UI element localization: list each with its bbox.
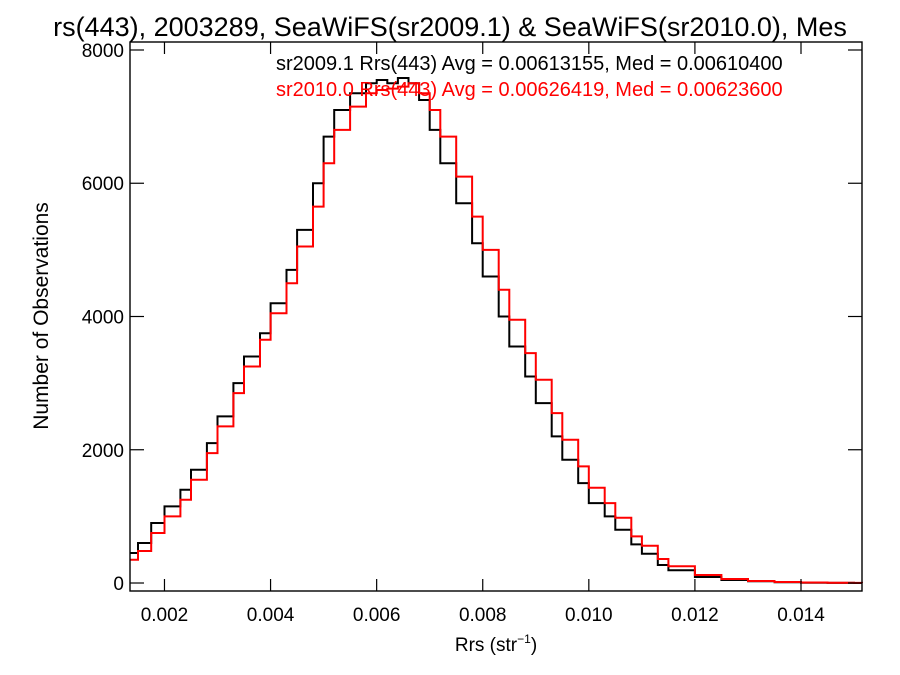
x-tick-label: 0.008 — [459, 605, 507, 626]
x-axis-label-main: Rrs (str — [455, 635, 518, 656]
plot-frame — [129, 41, 863, 592]
y-tick-label: 4000 — [82, 308, 124, 329]
x-tick-label: 0.012 — [671, 605, 719, 626]
y-tick-label: 0 — [113, 574, 124, 595]
legend-entry-1: sr2009.1 Rrs(443) Avg = 0.00613155, Med … — [276, 53, 783, 75]
x-tick-label: 0.010 — [565, 605, 613, 626]
y-tick-label: 8000 — [82, 41, 124, 62]
axis-ticks: 0.002 0.004 0.006 0.008 0.010 0.012 0.014 0 2000… — [82, 41, 862, 626]
x-tick-label: 0.006 — [353, 605, 401, 626]
legend-entry-2: sr2010.0 Rrs(443) Avg = 0.00626419, Med … — [276, 79, 783, 101]
x-tick-label: 0.002 — [141, 605, 189, 626]
legend: sr2009.1 Rrs(443) Avg = 0.00613155, Med … — [276, 53, 783, 101]
y-tick-label: 6000 — [82, 174, 124, 195]
chart-title: rs(443), 2003289, SeaWiFS(sr2009.1) & Se… — [53, 12, 847, 42]
y-axis-label: Number of Observations — [30, 202, 53, 430]
series-line-1 — [130, 77, 862, 584]
x-axis-label-superscript: −1 — [517, 632, 531, 646]
x-tick-label: 0.014 — [777, 605, 825, 626]
x-axis-label-close: ) — [531, 635, 537, 656]
y-tick-label: 2000 — [82, 441, 124, 462]
x-tick-label: 0.004 — [247, 605, 295, 626]
x-axis-label: Rrs (str−1) — [455, 632, 537, 656]
series-line-2 — [130, 82, 863, 584]
series-layer — [130, 77, 863, 584]
